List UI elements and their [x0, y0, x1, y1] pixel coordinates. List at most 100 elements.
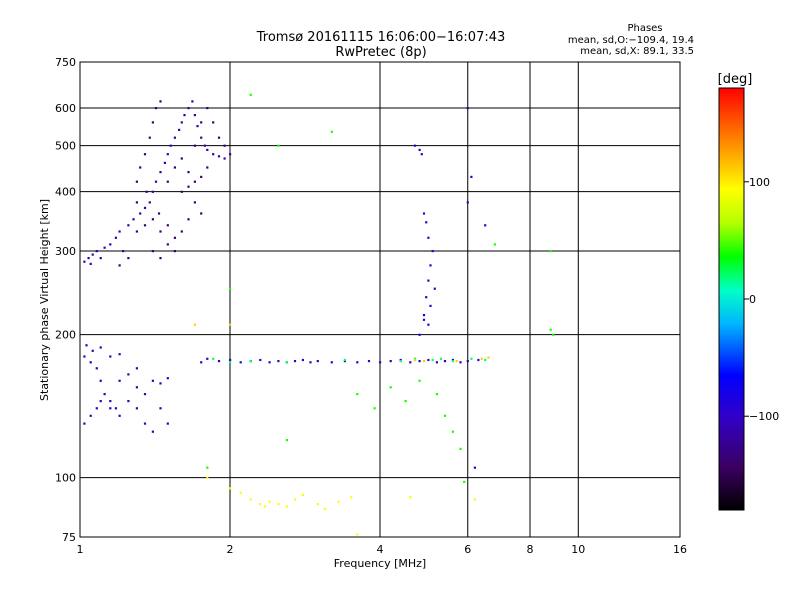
- data-point: [87, 257, 90, 260]
- data-point: [173, 136, 176, 139]
- data-point: [229, 361, 232, 364]
- data-point: [95, 407, 98, 410]
- data-point: [277, 360, 280, 363]
- data-point: [249, 93, 252, 96]
- data-point: [109, 407, 112, 410]
- data-point: [114, 407, 117, 410]
- data-point: [151, 430, 154, 433]
- data-point: [135, 201, 138, 204]
- data-point: [337, 500, 340, 503]
- data-point: [484, 224, 487, 227]
- data-point: [206, 107, 209, 110]
- data-point: [193, 114, 196, 117]
- data-point: [180, 190, 183, 193]
- data-point: [206, 148, 209, 151]
- data-point: [239, 361, 242, 364]
- x-tick-label: 4: [377, 543, 384, 556]
- data-point: [166, 224, 169, 227]
- data-point: [427, 279, 430, 282]
- data-point: [223, 157, 226, 160]
- data-point: [151, 121, 154, 124]
- x-tick-label: 1: [77, 543, 84, 556]
- data-point: [200, 121, 203, 124]
- data-point: [367, 360, 371, 363]
- data-point: [135, 386, 138, 389]
- data-point: [187, 171, 190, 174]
- data-point: [159, 407, 162, 410]
- data-point: [151, 379, 154, 382]
- data-point: [435, 393, 438, 396]
- data-point: [463, 480, 466, 483]
- data-point: [135, 367, 138, 370]
- data-point: [451, 360, 454, 363]
- data-point: [103, 393, 106, 396]
- data-point: [552, 333, 555, 336]
- data-point: [139, 166, 142, 169]
- data-point: [148, 201, 151, 204]
- data-point: [473, 466, 476, 469]
- data-point: [389, 386, 392, 389]
- data-point: [151, 250, 154, 253]
- data-point: [473, 498, 476, 501]
- data-point: [85, 344, 88, 347]
- data-point: [187, 107, 190, 110]
- data-point: [193, 323, 196, 326]
- data-point: [143, 153, 147, 156]
- data-point: [429, 304, 432, 307]
- data-point: [413, 358, 417, 362]
- data-point: [399, 360, 402, 363]
- data-point: [173, 250, 176, 253]
- data-point: [118, 414, 121, 417]
- data-point: [427, 358, 430, 362]
- data-point: [127, 400, 130, 403]
- data-point: [159, 171, 162, 174]
- chart-title: Tromsø 20161115 16:06:00−16:07:43: [256, 30, 506, 45]
- data-point: [166, 243, 169, 246]
- data-point: [89, 361, 92, 364]
- colorbar: [718, 87, 745, 511]
- data-point: [389, 360, 392, 363]
- data-point: [143, 422, 147, 425]
- x-tick-label: 6: [464, 543, 471, 556]
- data-point: [301, 358, 304, 362]
- x-tick-label: 2: [227, 543, 234, 556]
- data-point: [99, 257, 102, 260]
- data-point: [217, 155, 221, 158]
- data-point: [180, 121, 183, 124]
- data-point: [223, 144, 226, 147]
- data-point: [356, 533, 359, 536]
- y-tick-label: 100: [55, 472, 76, 485]
- data-point: [356, 361, 359, 364]
- data-point: [259, 503, 262, 506]
- data-point: [418, 360, 421, 363]
- data-point: [229, 153, 232, 156]
- data-point: [249, 498, 252, 501]
- data-point: [139, 212, 142, 215]
- data-point: [166, 180, 169, 183]
- data-point: [277, 144, 280, 147]
- data-point: [404, 400, 407, 403]
- y-tick-label: 400: [55, 186, 76, 199]
- data-point: [187, 185, 190, 188]
- colorbar-label: [deg]: [718, 72, 753, 87]
- data-point: [99, 400, 102, 403]
- data-point: [212, 121, 215, 124]
- data-point: [443, 360, 447, 363]
- data-point: [373, 407, 376, 410]
- data-point: [132, 218, 135, 221]
- phase-stats-header: Phases: [627, 23, 662, 34]
- data-point: [429, 264, 432, 267]
- data-point: [169, 144, 172, 147]
- data-point: [259, 358, 262, 362]
- data-point: [350, 496, 353, 499]
- data-point: [451, 430, 454, 433]
- data-point: [83, 422, 86, 425]
- data-point: [200, 136, 203, 139]
- data-point: [154, 180, 158, 183]
- colorbar-tick-label: 100: [749, 176, 770, 189]
- data-point: [229, 287, 232, 290]
- data-point: [229, 358, 232, 362]
- data-point: [285, 505, 288, 508]
- data-point: [309, 361, 312, 364]
- data-point: [83, 260, 86, 263]
